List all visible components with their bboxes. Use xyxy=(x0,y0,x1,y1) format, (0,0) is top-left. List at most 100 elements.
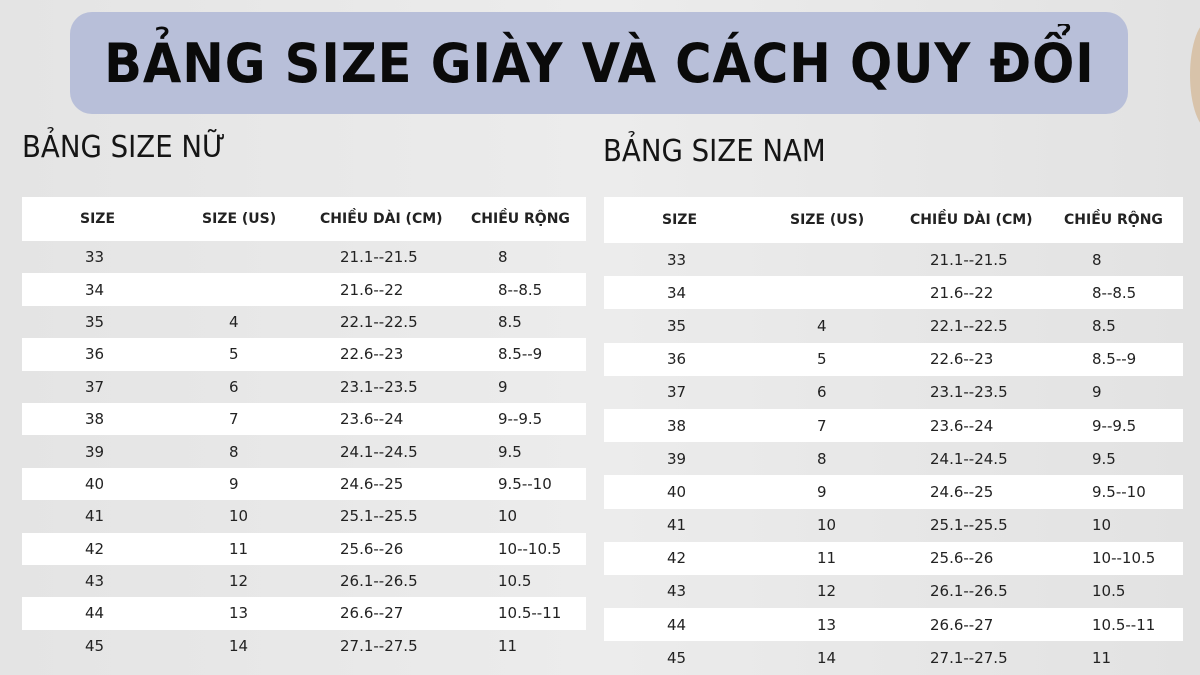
cell-width: 11 xyxy=(1092,648,1112,667)
women-size-title: BẢNG SIZE NỮ xyxy=(22,130,226,165)
cell-size: 41 xyxy=(85,507,105,526)
cell-width: 8--8.5 xyxy=(498,280,543,299)
column-header-size-us: SIZE (US) xyxy=(202,211,277,227)
women-size-table: SIZE SIZE (US) CHIỀU DÀI (CM) CHIỀU RỘNG 33 2… xyxy=(22,197,586,662)
cell-size: 35 xyxy=(667,316,687,335)
cell-width: 8.5--9 xyxy=(1092,350,1137,369)
cell-length-cm: 24.6--25 xyxy=(340,474,404,493)
cell-width: 10--10.5 xyxy=(1092,549,1156,568)
cell-size-us: 4 xyxy=(817,316,827,335)
table-row: 36 5 22.6--23 8.5--9 xyxy=(22,338,586,371)
cell-size: 45 xyxy=(85,636,105,655)
cell-size: 34 xyxy=(667,283,687,302)
cell-size-us: 5 xyxy=(229,345,239,364)
table-row: 41 10 25.1--25.5 10 xyxy=(604,509,1183,542)
cell-length-cm: 21.1--21.5 xyxy=(340,248,418,267)
table-row: 37 6 23.1--23.5 9 xyxy=(22,371,586,403)
cell-size-us: 5 xyxy=(817,350,827,369)
table-row: 44 13 26.6--27 10.5--11 xyxy=(22,597,586,630)
cell-size: 45 xyxy=(667,648,687,667)
cell-size: 33 xyxy=(667,250,687,269)
cell-length-cm: 24.6--25 xyxy=(930,482,994,501)
cell-size: 43 xyxy=(85,572,105,591)
cell-length-cm: 25.6--26 xyxy=(340,539,404,558)
cell-size: 34 xyxy=(85,280,105,299)
cell-size: 44 xyxy=(85,604,105,623)
cell-size-us: 6 xyxy=(817,383,827,402)
column-header-length-cm: CHIỀU DÀI (CM) xyxy=(320,211,443,227)
cell-width: 9.5--10 xyxy=(1092,482,1146,501)
cell-length-cm: 26.6--27 xyxy=(340,604,404,623)
cell-size-us: 13 xyxy=(229,604,249,623)
cell-width: 8.5 xyxy=(1092,316,1116,335)
cell-size-us: 9 xyxy=(817,482,827,501)
cell-size-us: 12 xyxy=(229,572,249,591)
cell-size: 41 xyxy=(667,516,687,535)
table-row: 36 5 22.6--23 8.5--9 xyxy=(604,342,1183,376)
cell-length-cm: 25.6--26 xyxy=(930,549,994,568)
cell-width: 8.5 xyxy=(498,312,522,331)
table-row: 37 6 23.1--23.5 9 xyxy=(604,376,1183,409)
cell-width: 9.5 xyxy=(498,442,522,461)
cell-size-us: 8 xyxy=(229,442,239,461)
cell-width: 11 xyxy=(498,636,518,655)
cell-size: 36 xyxy=(667,350,687,369)
cell-size: 40 xyxy=(85,474,105,493)
cell-width: 8 xyxy=(498,248,508,267)
cell-size: 35 xyxy=(85,312,105,331)
cell-length-cm: 23.6--24 xyxy=(340,410,404,429)
cell-size-us: 6 xyxy=(229,377,239,396)
cell-length-cm: 21.6--22 xyxy=(930,283,994,302)
table-row: 45 14 27.1--27.5 11 xyxy=(22,630,586,662)
cell-size-us: 7 xyxy=(229,410,239,429)
cell-size: 37 xyxy=(85,377,105,396)
table-row: 39 8 24.1--24.5 9.5 xyxy=(604,442,1183,475)
cell-width: 10.5 xyxy=(498,572,532,591)
men-size-title: BẢNG SIZE NAM xyxy=(603,134,826,169)
cell-width: 10.5--11 xyxy=(498,604,562,623)
cell-width: 8 xyxy=(1092,250,1102,269)
cell-size-us: 14 xyxy=(817,648,837,667)
table-row: 35 4 22.1--22.5 8.5 xyxy=(22,306,586,338)
column-header-size-us: SIZE (US) xyxy=(790,212,865,228)
cell-size: 42 xyxy=(667,549,687,568)
cell-width: 9 xyxy=(498,377,508,396)
cell-length-cm: 25.1--25.5 xyxy=(340,507,418,526)
cell-length-cm: 26.1--26.5 xyxy=(340,572,418,591)
table-row: 42 11 25.6--26 10--10.5 xyxy=(22,532,586,565)
decorative-shape xyxy=(1190,20,1200,130)
table-row: 34 21.6--22 8--8.5 xyxy=(22,273,586,306)
cell-size: 39 xyxy=(85,442,105,461)
column-header-width: CHIỀU RỘNG xyxy=(1064,212,1163,228)
cell-width: 9--9.5 xyxy=(498,410,543,429)
men-size-table: SIZE SIZE (US) CHIỀU DÀI (CM) CHIỀU RỘNG 33 2… xyxy=(604,197,1183,674)
cell-size: 42 xyxy=(85,539,105,558)
cell-width: 9--9.5 xyxy=(1092,416,1137,435)
cell-width: 9 xyxy=(1092,383,1102,402)
table-row: 43 12 26.1--26.5 10.5 xyxy=(604,575,1183,608)
table-row: 38 7 23.6--24 9--9.5 xyxy=(604,408,1183,443)
cell-size: 39 xyxy=(667,449,687,468)
cell-length-cm: 23.6--24 xyxy=(930,416,994,435)
cell-size-us: 4 xyxy=(229,312,239,331)
cell-length-cm: 27.1--27.5 xyxy=(930,648,1008,667)
table-header: SIZE SIZE (US) CHIỀU DÀI (CM) CHIỀU RỘNG xyxy=(22,197,586,241)
cell-length-cm: 27.1--27.5 xyxy=(340,636,418,655)
column-header-length-cm: CHIỀU DÀI (CM) xyxy=(910,212,1033,228)
cell-size: 38 xyxy=(667,416,687,435)
cell-width: 9.5 xyxy=(1092,449,1116,468)
table-row: 33 21.1--21.5 8 xyxy=(604,243,1183,276)
table-row: 42 11 25.6--26 10--10.5 xyxy=(604,541,1183,575)
table-row: 33 21.1--21.5 8 xyxy=(22,241,586,273)
cell-length-cm: 22.6--23 xyxy=(930,350,994,369)
cell-length-cm: 22.1--22.5 xyxy=(930,316,1008,335)
cell-length-cm: 23.1--23.5 xyxy=(930,383,1008,402)
table-row: 39 8 24.1--24.5 9.5 xyxy=(22,435,586,467)
cell-size-us: 11 xyxy=(229,539,249,558)
cell-size-us: 11 xyxy=(817,549,837,568)
cell-width: 10 xyxy=(1092,516,1112,535)
table-row: 40 9 24.6--25 9.5--10 xyxy=(604,475,1183,509)
cell-size: 33 xyxy=(85,248,105,267)
cell-size-us: 10 xyxy=(817,516,837,535)
cell-length-cm: 23.1--23.5 xyxy=(340,377,418,396)
